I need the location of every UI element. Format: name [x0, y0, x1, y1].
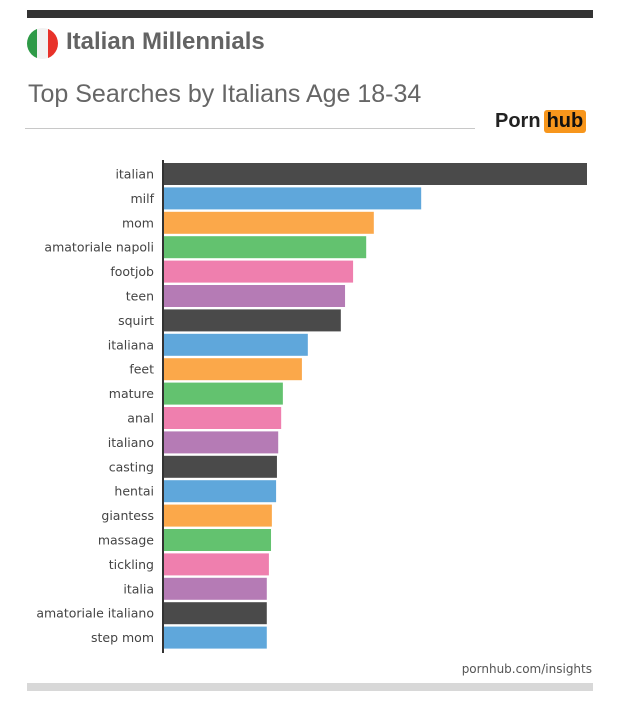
bar-teen — [164, 285, 346, 307]
category-label: step mom — [91, 630, 154, 645]
pornhub-logo: Porn hub — [495, 110, 587, 133]
bar-italiana — [164, 333, 308, 356]
page-title: Italian Millennials — [66, 28, 265, 55]
category-label: milf — [130, 191, 154, 206]
category-label: massage — [98, 533, 154, 548]
category-label: mature — [109, 386, 155, 401]
category-label: giantess — [101, 508, 154, 523]
category-label: teen — [126, 289, 154, 304]
category-label: anal — [127, 411, 154, 426]
category-label: tickling — [109, 557, 154, 572]
bar-footjob — [164, 260, 354, 283]
category-label: italia — [123, 581, 154, 596]
divider — [25, 128, 475, 129]
bar-amatoriale-italiano — [164, 602, 267, 625]
bar-milf — [164, 187, 422, 210]
bar-massage — [164, 529, 272, 551]
category-label: amatoriale italiano — [36, 606, 154, 621]
bar-chart: italian milf mom amatoriale napoli footjob te… — [36, 160, 587, 653]
category-label: italian — [115, 167, 154, 182]
bar-hentai — [164, 480, 277, 503]
category-label: feet — [129, 362, 154, 377]
bar-giantess — [164, 504, 272, 527]
bar-tickling — [164, 553, 269, 576]
category-label: italiano — [108, 435, 154, 450]
italy-flag-icon — [27, 28, 58, 59]
category-label: hentai — [114, 484, 154, 499]
bar-feet — [164, 358, 302, 381]
category-label: casting — [109, 459, 154, 474]
bar-squirt — [164, 309, 341, 332]
bar-amatoriale-napoli — [164, 236, 367, 259]
bar-casting — [164, 455, 277, 478]
bar-step-mom — [164, 626, 267, 649]
category-label: mom — [122, 215, 154, 230]
top-bar — [27, 10, 593, 18]
bar-italiano — [164, 431, 279, 454]
category-label: amatoriale napoli — [44, 240, 154, 255]
source-text: pornhub.com/insights — [461, 662, 592, 676]
bar-mature — [164, 382, 283, 405]
chart-subtitle: Top Searches by Italians Age 18-34 — [28, 80, 422, 108]
category-label: squirt — [118, 313, 154, 328]
bar-anal — [164, 407, 282, 429]
bar-mom — [164, 211, 374, 234]
category-label: footjob — [110, 264, 154, 279]
bar-italian — [164, 163, 587, 185]
bar-italia — [164, 577, 267, 600]
category-label: italiana — [108, 337, 154, 352]
bottom-bar — [27, 683, 593, 691]
